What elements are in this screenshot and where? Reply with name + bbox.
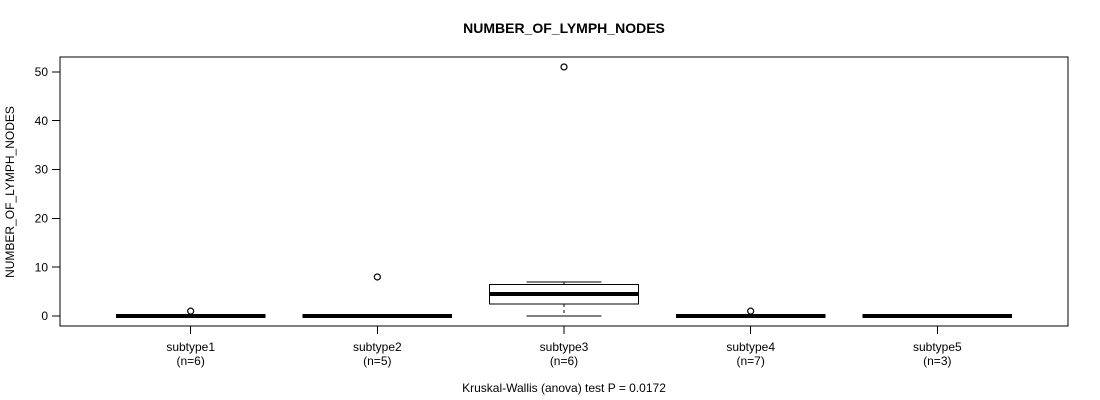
chart-title: NUMBER_OF_LYMPH_NODES (463, 20, 665, 36)
x-axis-label: subtype1 (166, 340, 215, 354)
y-axis-title: NUMBER_OF_LYMPH_NODES (3, 106, 17, 278)
x-axis-sublabel: (n=6) (176, 354, 204, 368)
x-axis-label: subtype4 (726, 340, 775, 354)
y-axis-tick-label: 10 (35, 260, 49, 274)
y-axis-tick-label: 30 (35, 163, 49, 177)
x-axis-label: subtype2 (353, 340, 402, 354)
x-axis-sublabel: (n=7) (736, 354, 764, 368)
x-axis-sublabel: (n=5) (363, 354, 391, 368)
outlier-point (747, 307, 755, 315)
x-axis-label: subtype5 (913, 340, 962, 354)
y-axis-tick-label: 50 (35, 65, 49, 79)
outlier-point (560, 63, 568, 71)
outlier-point (187, 307, 195, 315)
x-axis-label: subtype3 (540, 340, 589, 354)
plot-area: 01020304050subtype1(n=6)subtype2(n=5)sub… (35, 56, 1069, 368)
outlier-point (373, 273, 381, 281)
y-axis-tick-label: 0 (41, 309, 48, 323)
x-axis-sublabel: (n=3) (923, 354, 951, 368)
x-axis-sublabel: (n=6) (550, 354, 578, 368)
y-axis-tick-label: 40 (35, 114, 49, 128)
y-axis-tick-label: 20 (35, 212, 49, 226)
kruskal-wallis-annotation: Kruskal-Wallis (anova) test P = 0.0172 (462, 381, 666, 395)
